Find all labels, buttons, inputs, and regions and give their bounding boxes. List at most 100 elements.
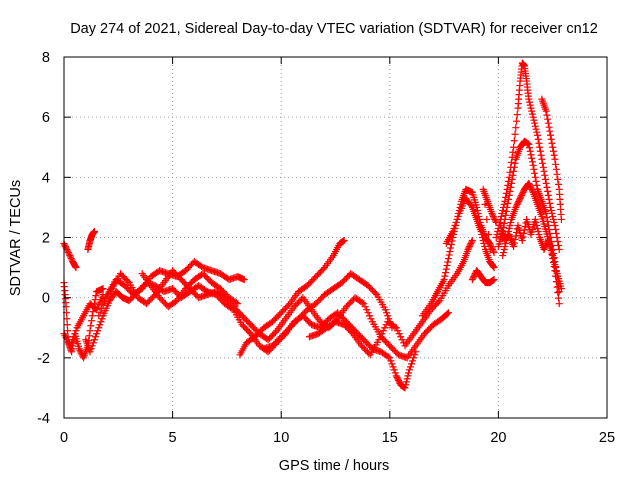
data-point (443, 310, 451, 318)
data-point (490, 276, 498, 284)
data-point (512, 124, 520, 132)
data-point (530, 165, 538, 173)
data-point (553, 283, 561, 291)
data-point (387, 357, 395, 365)
data-point (531, 169, 539, 177)
data-point (406, 363, 414, 371)
data-point (405, 369, 413, 377)
data-point (388, 360, 396, 368)
data-point (527, 104, 535, 112)
data-point (381, 306, 389, 314)
x-tick-label: 10 (273, 430, 289, 446)
data-point (544, 119, 552, 127)
data-point (529, 161, 537, 169)
data-point (66, 252, 74, 260)
data-point (509, 148, 517, 156)
data-point (513, 111, 521, 119)
y-axis-label: SDTVAR / TECUs (8, 180, 24, 296)
series-track-11 (305, 237, 476, 359)
data-point (511, 236, 519, 244)
data-point (510, 137, 518, 145)
data-point (96, 321, 104, 329)
data-point (550, 258, 558, 266)
series-track-2 (84, 227, 98, 254)
data-point (481, 243, 489, 251)
data-point (550, 218, 558, 226)
data-point (501, 243, 509, 251)
data-point (500, 219, 508, 227)
data-point (549, 147, 557, 155)
data-point (90, 336, 98, 344)
data-point (402, 381, 410, 389)
data-point (541, 171, 549, 179)
data-point (234, 300, 242, 308)
data-point (510, 143, 518, 151)
data-point (549, 215, 557, 223)
data-point (551, 261, 559, 269)
data-point (63, 321, 71, 329)
data-point (552, 229, 560, 237)
data-point (552, 225, 560, 233)
data-point (547, 135, 555, 143)
data-point (91, 333, 99, 341)
data-point (441, 272, 449, 280)
data-point (75, 345, 83, 353)
data-point (232, 299, 240, 307)
x-tick-labels: 0 5 10 15 20 25 (60, 430, 615, 446)
data-point (541, 243, 549, 251)
data-point (544, 221, 552, 229)
data-point (452, 218, 460, 226)
data-point (464, 246, 472, 254)
data-point (504, 199, 512, 207)
data-point (378, 330, 386, 338)
data-point (512, 203, 520, 211)
data-point (95, 324, 103, 332)
data-point (533, 128, 541, 136)
data-point (364, 309, 372, 317)
data-point (526, 182, 534, 190)
data-point (98, 305, 106, 313)
y-tick-labels: -4 -2 0 2 4 6 8 (37, 50, 50, 427)
data-point (532, 218, 540, 226)
data-point (551, 221, 559, 229)
data-point (404, 372, 412, 380)
data-point (516, 194, 524, 202)
data-point (391, 323, 399, 331)
data-point (64, 327, 72, 335)
data-point (93, 330, 101, 338)
data-point (511, 159, 519, 167)
data-point (468, 237, 476, 245)
data-point (544, 187, 552, 195)
data-point (408, 360, 416, 368)
data-point (505, 191, 513, 199)
data-point (72, 327, 80, 335)
x-axis-label: GPS time / hours (279, 458, 389, 474)
data-point (488, 261, 496, 269)
data-point (390, 366, 398, 374)
data-point (538, 155, 546, 163)
data-point (240, 276, 248, 284)
data-point (557, 285, 565, 293)
data-point (533, 181, 541, 189)
data-point (470, 273, 478, 281)
data-point (549, 255, 557, 263)
data-point (442, 265, 450, 273)
data-point (68, 339, 76, 347)
data-point (447, 241, 455, 249)
data-point (554, 238, 562, 246)
data-point (88, 342, 96, 350)
data-point (444, 309, 452, 317)
data-point (440, 276, 448, 284)
data-point (391, 369, 399, 377)
data-point (88, 312, 96, 320)
y-tick-label: -4 (37, 411, 50, 427)
data-point (467, 240, 475, 248)
data-point (554, 289, 562, 297)
data-point (90, 227, 98, 235)
data-point (513, 200, 521, 208)
data-point (544, 238, 552, 246)
data-point (531, 122, 539, 130)
data-point (518, 237, 526, 245)
data-point (535, 230, 543, 238)
data-points (60, 59, 565, 392)
